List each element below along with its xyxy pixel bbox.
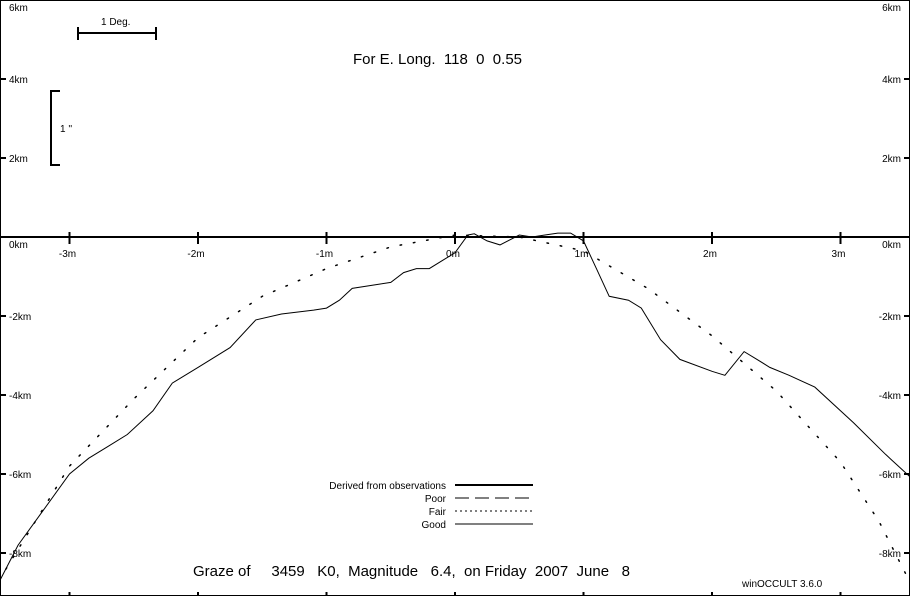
- x-tick-label: 1m: [575, 249, 589, 260]
- x-tick-label: -3m: [59, 249, 76, 260]
- y-tick-label-left: 0km: [9, 240, 28, 251]
- y-tick-label-right: 2km: [882, 154, 901, 165]
- y-tick-label-left: -6km: [9, 470, 31, 481]
- y-tick-label-right: -4km: [879, 391, 901, 402]
- y-tick-label-right: -8km: [879, 549, 901, 560]
- series-layer: [0, 232, 910, 584]
- software-version: winOCCULT 3.6.0: [741, 579, 823, 590]
- y-tick-label-left: 6km: [9, 3, 28, 14]
- y-tick-label-left: -4km: [9, 391, 31, 402]
- x-tick-label: -1m: [316, 249, 333, 260]
- y-tick-label-right: 0km: [882, 240, 901, 251]
- y-tick-label-left: 4km: [9, 75, 28, 86]
- longitude-label: For E. Long. 118 0 0.55: [353, 51, 522, 68]
- arcsec-scale-bar-label: 1 '': [60, 124, 72, 135]
- degree-scale-bar: 1 Deg.: [77, 17, 157, 40]
- fair-limb-profile-line: [0, 234, 910, 584]
- degree-scale-bar-label: 1 Deg.: [101, 17, 130, 28]
- legend-label-fair: Fair: [429, 507, 447, 518]
- y-tick-label-left: 2km: [9, 154, 28, 165]
- x-tick-label: 3m: [832, 249, 846, 260]
- y-tick-label-left: -2km: [9, 312, 31, 323]
- y-tick-label-right: -6km: [879, 470, 901, 481]
- legend-label-poor: Poor: [425, 494, 447, 505]
- y-tick-label-right: 4km: [882, 75, 901, 86]
- y-tick-label-right: -2km: [879, 312, 901, 323]
- legend-label-good: Good: [422, 520, 446, 531]
- x-tick-label: -2m: [187, 249, 204, 260]
- y-tick-label-left: -8km: [9, 549, 31, 560]
- arcsec-scale-bar: 1 '': [50, 90, 72, 166]
- legend: Derived from observations Poor Fair Good: [329, 481, 533, 531]
- graze-title: Graze of 3459 K0, Magnitude 6.4, on Frid…: [193, 563, 630, 580]
- x-tick-label: 2m: [703, 249, 717, 260]
- y-tick-label-right: 6km: [882, 3, 901, 14]
- good-limb-profile-line: [0, 232, 910, 582]
- legend-label-derived: Derived from observations: [329, 481, 446, 492]
